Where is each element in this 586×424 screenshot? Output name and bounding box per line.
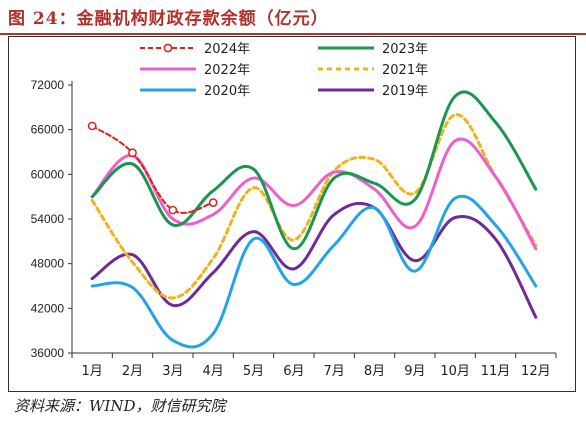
series-line-2020年 bbox=[90, 194, 538, 349]
legend-label: 2024年 bbox=[204, 42, 250, 57]
y-tick-label: 60000 bbox=[31, 167, 65, 181]
chart-title: 图 24：金融机构财政存款余额（亿元） bbox=[8, 9, 329, 29]
x-tick-label: 2月 bbox=[122, 364, 143, 379]
series-line-2023年 bbox=[90, 90, 538, 251]
chart-frame bbox=[8, 36, 576, 392]
x-tick-label: 11月 bbox=[481, 364, 511, 379]
title-rule bbox=[0, 33, 586, 35]
x-tick-label: 1月 bbox=[82, 364, 103, 379]
x-tick-label: 3月 bbox=[162, 364, 183, 379]
series-point-2024年 bbox=[168, 205, 178, 215]
x-tick-label: 6月 bbox=[283, 364, 304, 379]
x-tick-label: 9月 bbox=[404, 364, 425, 379]
legend-label: 2020年 bbox=[204, 84, 250, 99]
series-line-2019年 bbox=[90, 201, 538, 319]
legend-label: 2022年 bbox=[204, 63, 250, 78]
y-tick-label: 54000 bbox=[31, 212, 65, 226]
legend-label: 2021年 bbox=[382, 63, 428, 78]
y-tick-label: 66000 bbox=[31, 123, 65, 137]
source-note: 资料来源：WIND，财信研究院 bbox=[14, 397, 226, 415]
x-tick-label: 8月 bbox=[364, 364, 385, 379]
series-point-2024年 bbox=[87, 121, 97, 131]
x-tick-label: 5月 bbox=[243, 364, 264, 379]
y-tick-label: 42000 bbox=[31, 301, 65, 315]
legend-label: 2019年 bbox=[382, 84, 428, 99]
series-point-2024年 bbox=[208, 198, 218, 207]
series-line-2024年 bbox=[91, 124, 215, 214]
series-point-2024年 bbox=[128, 148, 137, 158]
series-line-2021年 bbox=[90, 113, 538, 300]
x-tick-label: 12月 bbox=[521, 364, 551, 379]
y-tick-label: 36000 bbox=[31, 346, 65, 360]
y-tick-label: 48000 bbox=[31, 257, 65, 271]
legend-marker bbox=[163, 43, 173, 53]
legend-label: 2023年 bbox=[382, 42, 428, 57]
y-tick-label: 72000 bbox=[31, 78, 65, 92]
x-tick-label: 7月 bbox=[324, 364, 345, 379]
series-line-2022年 bbox=[90, 137, 538, 251]
x-tick-label: 10月 bbox=[440, 364, 470, 379]
x-tick-label: 4月 bbox=[203, 364, 224, 379]
